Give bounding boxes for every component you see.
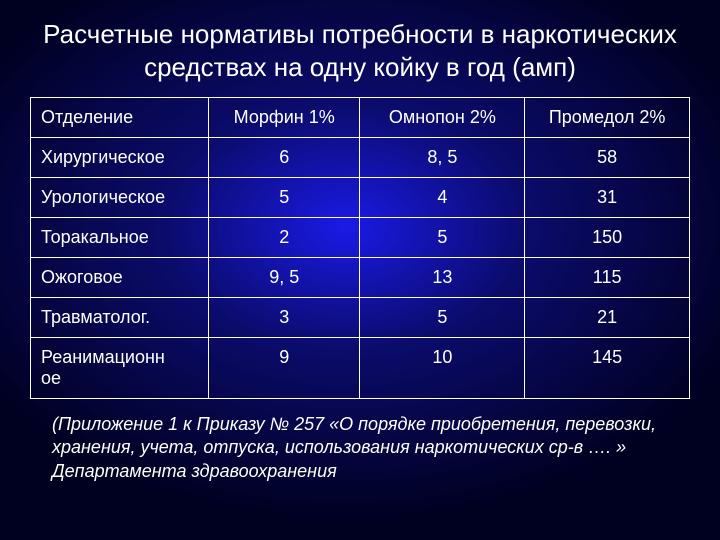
col-header-1: Морфин 1% [208, 98, 360, 138]
table-cell: 3 [208, 298, 360, 338]
slide: Расчетные нормативы потребности в наркот… [0, 0, 720, 540]
table-cell: 2 [208, 218, 360, 258]
table-row: Реанимационное910145 [31, 338, 690, 399]
table-cell: 13 [360, 258, 525, 298]
table-cell: 115 [525, 258, 690, 298]
table-cell: 9 [208, 338, 360, 399]
table-cell: 21 [525, 298, 690, 338]
table-cell: 8, 5 [360, 138, 525, 178]
table-cell: 10 [360, 338, 525, 399]
table-cell: 5 [208, 178, 360, 218]
table-cell: 145 [525, 338, 690, 399]
table-row: Ожоговое9, 513115 [31, 258, 690, 298]
table-cell: Урологическое [31, 178, 209, 218]
table-body: Хирургическое68, 558Урологическое5431Тор… [31, 138, 690, 399]
table-cell: Торакальное [31, 218, 209, 258]
table-cell: 150 [525, 218, 690, 258]
col-header-0: Отделение [31, 98, 209, 138]
table-cell: 4 [360, 178, 525, 218]
page-title: Расчетные нормативы потребности в наркот… [30, 18, 690, 83]
table-head: Отделение Морфин 1% Омнопон 2% Промедол … [31, 98, 690, 138]
table-cell: 31 [525, 178, 690, 218]
table-row: Хирургическое68, 558 [31, 138, 690, 178]
table-cell: 6 [208, 138, 360, 178]
table-cell: Травматолог. [31, 298, 209, 338]
table-cell: Хирургическое [31, 138, 209, 178]
table-row: Торакальное25150 [31, 218, 690, 258]
table-row: Травматолог.3521 [31, 298, 690, 338]
table-cell: 58 [525, 138, 690, 178]
table-cell: 5 [360, 218, 525, 258]
footnote: (Приложение 1 к Приказу № 257 «О порядке… [30, 413, 690, 483]
table-cell: 9, 5 [208, 258, 360, 298]
table-row: Урологическое5431 [31, 178, 690, 218]
table-header-row: Отделение Морфин 1% Омнопон 2% Промедол … [31, 98, 690, 138]
data-table: Отделение Морфин 1% Омнопон 2% Промедол … [30, 97, 690, 399]
table-cell: Реанимационное [31, 338, 209, 399]
table-cell: 5 [360, 298, 525, 338]
col-header-3: Промедол 2% [525, 98, 690, 138]
col-header-2: Омнопон 2% [360, 98, 525, 138]
table-cell: Ожоговое [31, 258, 209, 298]
